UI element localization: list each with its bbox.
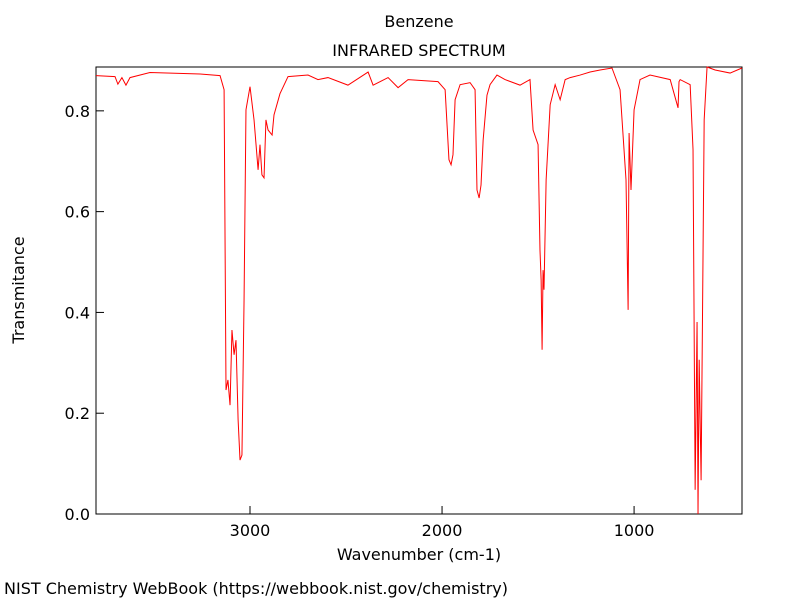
y-tick-label: 0.0 (65, 505, 90, 524)
y-axis-label: Transmitance (9, 236, 28, 344)
spectrum-line (95, 66, 743, 515)
plot-frame (95, 66, 743, 515)
chart-subtitle: INFRARED SPECTRUM (332, 41, 505, 60)
y-tick-label: 0.6 (65, 203, 90, 222)
x-tick-label: 3000 (230, 521, 271, 540)
x-tick-label: 2000 (422, 521, 463, 540)
chart-title: Benzene (384, 12, 453, 31)
y-tick-label: 0.4 (65, 303, 90, 322)
y-tick-label: 0.8 (65, 102, 90, 121)
footer: NIST Chemistry WebBook (https://webbook.… (4, 579, 508, 598)
x-tick-label: 1000 (614, 521, 655, 540)
y-tick-label: 0.2 (65, 404, 90, 423)
x-axis-label: Wavenumber (cm-1) (337, 545, 501, 564)
